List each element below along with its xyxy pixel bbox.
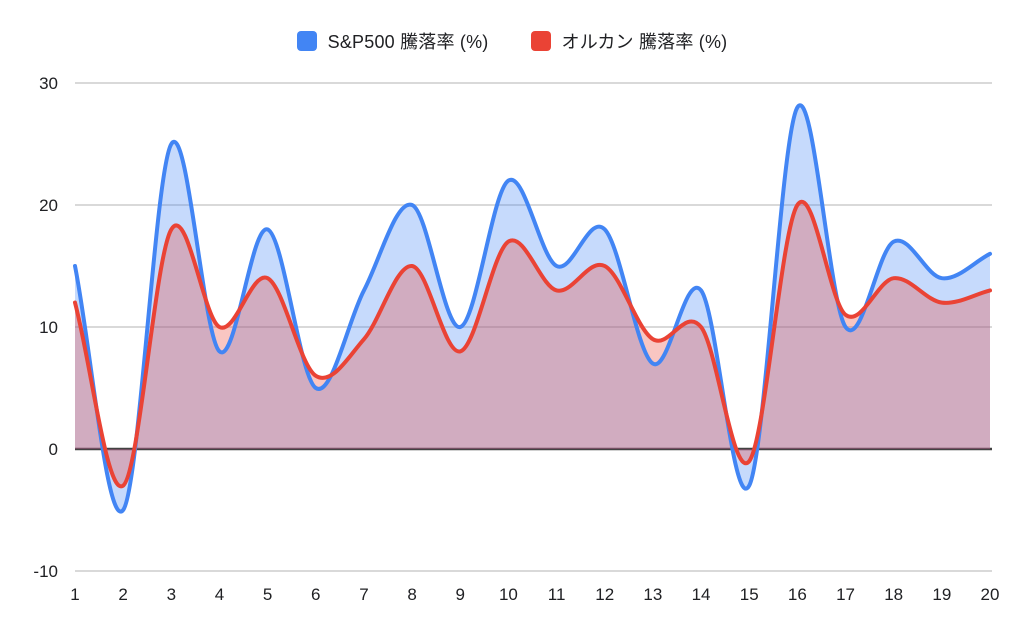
y-tick-label: 20 [39, 196, 58, 215]
x-tick-label: 5 [263, 585, 272, 604]
sp500-area-fill [75, 105, 990, 512]
x-tick-label: 6 [311, 585, 320, 604]
orukan-line [73, 199, 992, 489]
x-tick-label: 2 [118, 585, 127, 604]
legend: S&P500 騰落率 (%) オルカン 騰落率 (%) [0, 28, 1024, 54]
x-tick-label: 16 [788, 585, 807, 604]
y-tick-label: 0 [49, 440, 58, 459]
series-lines [73, 103, 992, 514]
y-tick-label: 30 [39, 74, 58, 93]
x-tick-label: 8 [407, 585, 416, 604]
legend-item-orukan: オルカン 騰落率 (%) [530, 28, 728, 54]
x-tick-label: 18 [884, 585, 903, 604]
y-tick-label: -10 [33, 562, 58, 581]
x-tick-label: 19 [932, 585, 951, 604]
x-tick-label: 10 [499, 585, 518, 604]
sp500-line [73, 103, 992, 514]
x-axis-labels: 1 2 3 4 5 6 7 8 9 10 11 12 13 14 15 16 17 18 19 20 [70, 585, 999, 604]
area-fills [75, 105, 990, 512]
orukan-area-fill [75, 201, 990, 487]
x-tick-label: 20 [981, 585, 1000, 604]
x-tick-label: 3 [167, 585, 176, 604]
x-tick-label: 13 [643, 585, 662, 604]
legend-item-sp500: S&P500 騰落率 (%) [296, 28, 489, 54]
x-tick-label: 4 [215, 585, 224, 604]
legend-label-orukan: オルカン 騰落率 (%) [561, 32, 728, 52]
x-tick-label: 7 [359, 585, 368, 604]
x-tick-label: 14 [692, 585, 711, 604]
x-tick-label: 1 [70, 585, 79, 604]
x-tick-label: 12 [595, 585, 614, 604]
legend-swatch-orukan [530, 31, 551, 51]
y-tick-label: 10 [39, 318, 58, 337]
legend-label-sp500: S&P500 騰落率 (%) [327, 32, 489, 52]
x-tick-label: 15 [740, 585, 759, 604]
legend-swatch-sp500 [296, 31, 317, 51]
x-tick-label: 11 [548, 585, 566, 604]
x-tick-label: 17 [836, 585, 855, 604]
y-axis-labels: 30 20 10 0 -10 [33, 74, 58, 581]
x-tick-label: 9 [456, 585, 465, 604]
